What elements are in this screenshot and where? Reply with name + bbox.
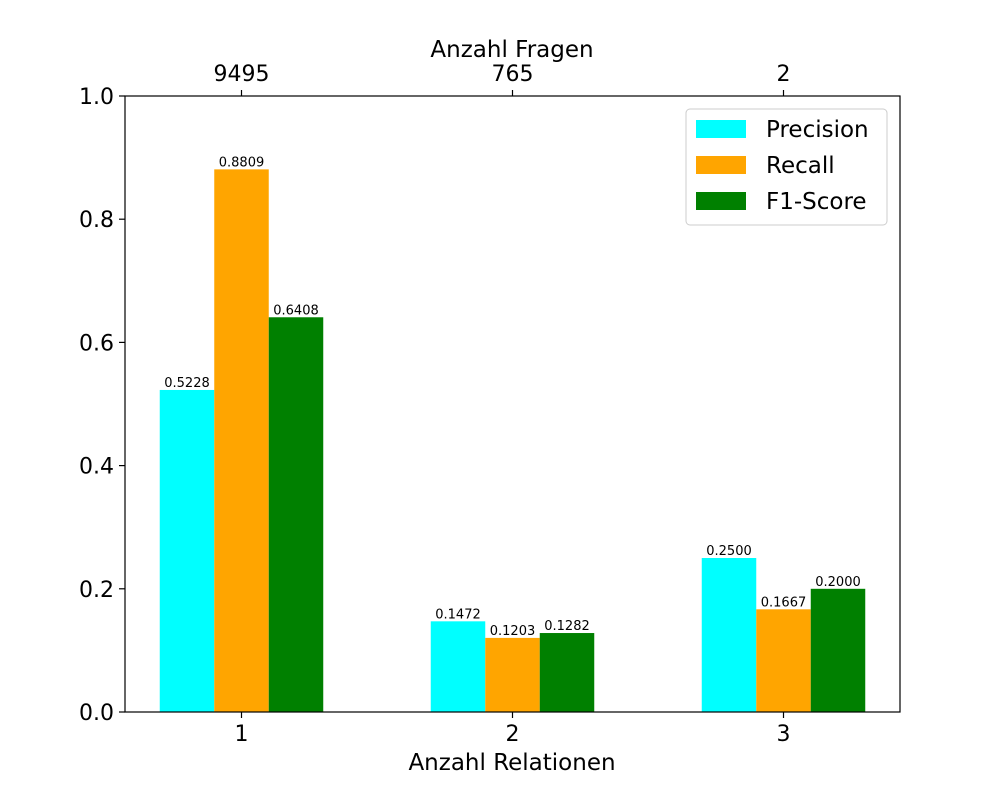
bars-layer <box>159 169 866 712</box>
y-tick-label: 0.0 <box>79 701 114 726</box>
bar-value-label: 0.2500 <box>706 544 752 559</box>
bar-value-label: 0.1667 <box>761 595 807 610</box>
bar-recall-2 <box>485 637 540 712</box>
bar-value-label: 0.1282 <box>544 619 590 634</box>
y-tick-label: 0.4 <box>79 455 114 480</box>
legend-entry-label: F1-Score <box>766 189 867 215</box>
legend-swatch <box>696 192 746 210</box>
x-axis: 1 2 3 <box>235 712 791 747</box>
top-tick-label: 9495 <box>214 62 270 87</box>
top-tick-label: 2 <box>777 62 791 87</box>
bar-recall-3 <box>756 609 811 712</box>
bar-value-label: 0.2000 <box>815 575 861 590</box>
bar-value-label: 0.1472 <box>435 607 481 622</box>
y-axis: 0.0 0.2 0.4 0.6 0.8 1.0 <box>79 85 125 726</box>
bar-value-label: 0.5228 <box>164 376 210 391</box>
legend-swatch <box>696 156 746 174</box>
bar-f1-score-1 <box>268 317 324 712</box>
legend-swatch <box>696 120 746 138</box>
bar-recall-1 <box>214 169 269 712</box>
x-tick-label: 3 <box>777 722 791 747</box>
bar-f1-score-2 <box>539 633 595 712</box>
bar-precision-1 <box>159 389 215 712</box>
bar-labels-layer: 0.5228 0.1472 0.2500 0.8809 0.1203 0.1667 0.64… <box>164 155 861 639</box>
y-tick-label: 0.6 <box>79 331 114 356</box>
x-tick-label: 1 <box>235 722 249 747</box>
top-axis-title: Anzahl Fragen <box>430 37 593 63</box>
bar-value-label: 0.1203 <box>490 624 536 639</box>
bar-value-label: 0.8809 <box>219 155 265 170</box>
y-tick-label: 1.0 <box>79 85 114 110</box>
top-tick-label: 765 <box>492 62 534 87</box>
y-tick-label: 0.8 <box>79 208 114 233</box>
x-tick-label: 2 <box>506 722 520 747</box>
bar-value-label: 0.6408 <box>273 303 319 318</box>
y-tick-label: 0.2 <box>79 578 114 603</box>
legend: Precision Recall F1-Score <box>685 108 888 226</box>
bar-precision-2 <box>430 621 486 712</box>
x-axis-title: Anzahl Relationen <box>408 750 615 776</box>
top-axis: 9495 765 2 <box>214 62 791 96</box>
bar-precision-3 <box>701 558 757 712</box>
legend-entry-label: Recall <box>766 153 835 179</box>
legend-entry-label: Precision <box>766 117 869 143</box>
bar-f1-score-3 <box>810 588 866 712</box>
